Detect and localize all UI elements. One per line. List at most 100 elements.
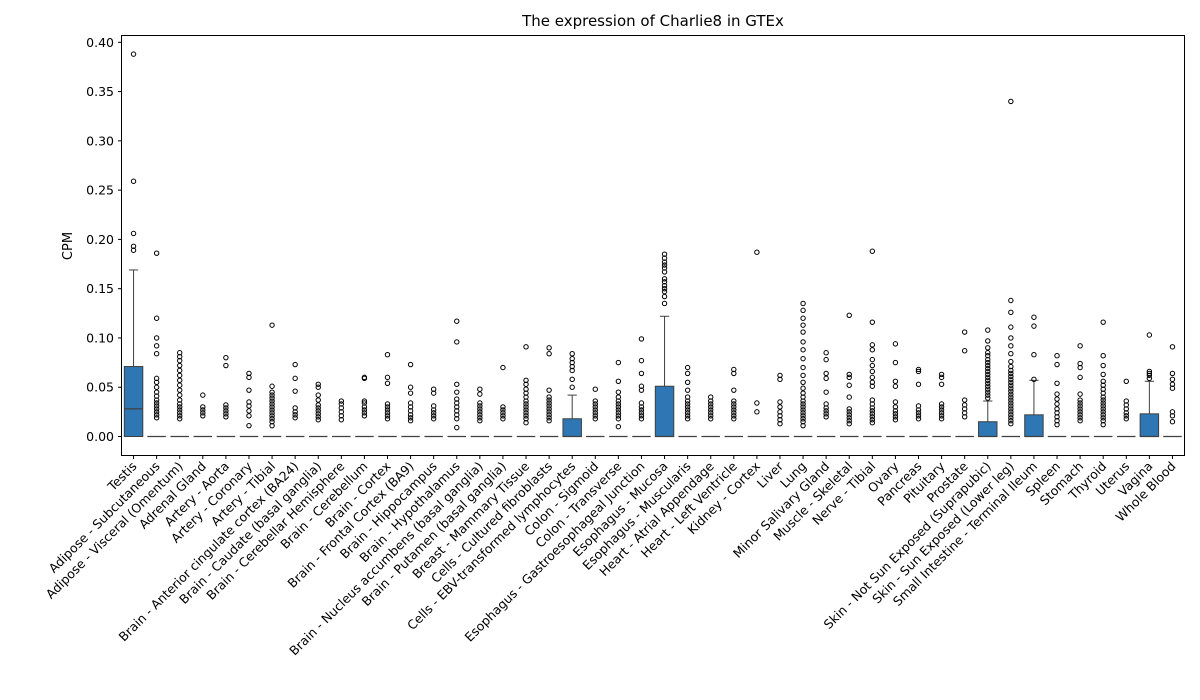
outlier-point (177, 362, 183, 369)
outlier-point (1008, 412, 1014, 418)
outlier-point (661, 293, 668, 300)
outlier-point (454, 381, 460, 387)
outlier-point (1008, 98, 1014, 105)
outlier-point (407, 384, 414, 390)
outlier-point (269, 401, 275, 407)
outlier-point (1146, 332, 1153, 338)
outlier-point (292, 361, 298, 368)
box-group (447, 318, 466, 438)
outlier-point (938, 407, 945, 413)
outlier-point (985, 352, 991, 359)
outlier-point (1031, 323, 1037, 329)
outlier-point (615, 401, 622, 407)
box-group (632, 336, 651, 438)
outlier-point (661, 285, 668, 292)
box-group (816, 350, 836, 438)
outlier-point (592, 410, 598, 416)
outlier-point (223, 354, 229, 361)
outlier-point (1146, 375, 1153, 382)
outlier-point (708, 394, 714, 400)
outlier-point (615, 407, 622, 413)
outlier-point (800, 315, 806, 321)
outlier-point (338, 401, 345, 407)
outlier-point (200, 407, 206, 413)
outlier-point (1100, 415, 1106, 421)
outlier-point (569, 351, 575, 357)
outlier-point (892, 341, 899, 347)
outlier-point (523, 401, 529, 407)
outlier-point (153, 403, 160, 409)
outlier-point (430, 386, 437, 392)
outlier-point (846, 382, 852, 388)
outlier-point (153, 389, 160, 395)
outlier-point (731, 410, 737, 416)
outlier-point (384, 413, 391, 419)
outlier-point (961, 402, 968, 408)
outlier-point (1054, 352, 1060, 359)
outlier-point (915, 381, 922, 387)
y-tick-label: 0.40 (86, 35, 114, 50)
box (978, 421, 998, 437)
box-group (470, 386, 490, 438)
outlier-point (1008, 385, 1014, 391)
outlier-point (777, 399, 783, 405)
outlier-point (523, 386, 529, 392)
outlier-point (269, 416, 275, 422)
outlier-point (985, 350, 991, 356)
outlier-point (708, 413, 714, 419)
outlier-point (523, 410, 529, 416)
outlier-point (684, 379, 691, 385)
outlier-point (985, 327, 991, 333)
y-tick-label: 0.35 (86, 84, 114, 99)
box-group (123, 51, 144, 438)
outlier-point (1008, 391, 1014, 397)
outlier-point (1008, 324, 1014, 330)
box-group (1139, 332, 1160, 438)
outlier-point (177, 382, 183, 388)
outlier-point (454, 424, 460, 431)
outlier-point (384, 407, 391, 413)
outlier-point (1054, 361, 1060, 368)
outlier-point (200, 410, 206, 416)
outlier-point (661, 265, 668, 271)
box-group (793, 300, 813, 438)
outlier-point (731, 387, 737, 393)
box-group (724, 366, 744, 438)
outlier-point (754, 400, 760, 406)
outlier-point (869, 417, 876, 423)
outlier-point (985, 374, 991, 381)
outlier-point (985, 359, 991, 366)
outlier-point (546, 403, 552, 409)
outlier-point (1008, 397, 1014, 403)
outlier-point (407, 361, 414, 368)
outlier-point (500, 413, 506, 419)
outlier-point (731, 366, 737, 373)
outlier-point (800, 307, 806, 314)
outlier-point (915, 416, 922, 422)
box (1139, 413, 1160, 437)
outlier-point (177, 367, 183, 374)
outlier-point (846, 412, 852, 418)
outlier-point (153, 375, 160, 382)
outlier-point (153, 409, 160, 415)
outlier-point (615, 410, 622, 416)
outlier-point (985, 345, 991, 351)
outlier-point (384, 416, 391, 422)
outlier-point (1077, 374, 1083, 381)
outlier-point (315, 384, 321, 390)
outlier-point (846, 406, 852, 412)
outlier-point (1123, 378, 1129, 385)
outlier-point (800, 300, 806, 307)
outlier-point (361, 374, 368, 381)
outlier-point (592, 398, 598, 404)
outlier-point (615, 389, 622, 395)
outlier-point (846, 409, 852, 415)
outlier-point (500, 416, 506, 422)
outlier-point (938, 404, 945, 410)
outlier-point (846, 418, 852, 424)
outlier-point (846, 394, 852, 400)
outlier-point (1008, 297, 1014, 304)
box-group (1024, 314, 1044, 438)
outlier-point (200, 404, 206, 410)
